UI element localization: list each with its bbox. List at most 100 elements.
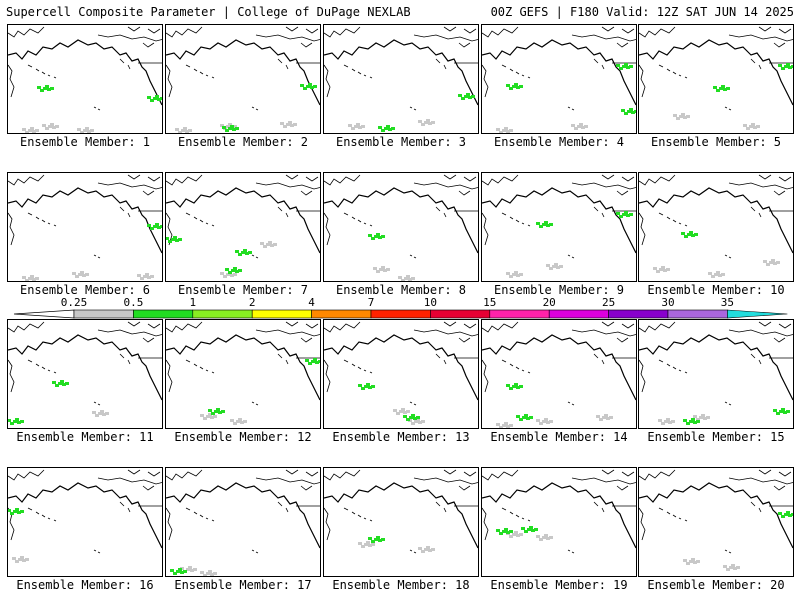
coastline-path (185, 64, 215, 79)
ensemble-map (166, 321, 320, 425)
coastline-path (119, 58, 131, 70)
coastline-path (166, 26, 203, 38)
scp-shading-green (616, 211, 633, 218)
coastline-path (277, 206, 289, 218)
coastline-path (639, 321, 676, 333)
coastline-path (166, 334, 320, 401)
scp-shading-gray (743, 123, 760, 130)
ensemble-map-panel (481, 467, 637, 577)
colorbar-tick-label: 20 (542, 296, 556, 309)
coastline-path (166, 359, 173, 393)
coastline-path (413, 477, 478, 485)
scp-shading-gray (546, 263, 563, 270)
coastline-path (93, 549, 101, 554)
coastline-path (601, 174, 635, 196)
colorbar-segment (251, 309, 312, 319)
ensemble-member-label: Ensemble Member: 8 (335, 283, 467, 297)
coastline-path (251, 401, 259, 406)
coastline-path (728, 34, 793, 42)
coastline-path (8, 334, 162, 401)
scp-shading-green (166, 236, 182, 243)
scp-shading-gray (658, 418, 675, 425)
scp-shading-gray (200, 570, 217, 576)
ensemble-map-panel (638, 467, 794, 577)
colorbar-segment (192, 309, 253, 319)
colorbar-tick-label: 0.25 (60, 296, 88, 309)
coastline-path (567, 106, 575, 111)
ensemble-member-label: Ensemble Member: 6 (19, 283, 151, 297)
ensemble-map-panel (481, 24, 637, 134)
scp-shading-gray (230, 418, 247, 425)
ensemble-map (639, 26, 793, 130)
scp-shading-green (521, 526, 538, 533)
coastline-path (501, 212, 531, 227)
scp-shading-gray (673, 113, 690, 120)
coastline-path (8, 39, 162, 106)
coastline-path (501, 507, 531, 522)
scp-shading-green (616, 63, 633, 70)
coastline-path (482, 26, 519, 38)
scp-shading-green (773, 408, 790, 415)
colorbar-tick-label: 10 (423, 296, 438, 309)
ensemble-map (324, 26, 478, 132)
scp-shading-green (536, 221, 553, 228)
coastline-path (324, 482, 478, 549)
coastline-path (185, 507, 215, 522)
scp-shading-gray (22, 275, 39, 281)
ensemble-map (482, 26, 636, 133)
scp-shading-green (300, 83, 317, 90)
coastline-path (324, 469, 361, 481)
scp-shading-gray (496, 127, 513, 133)
coastline-path (127, 174, 161, 196)
ensemble-map (482, 321, 636, 428)
coastline-path (435, 58, 447, 70)
ensemble-member-label: Ensemble Member: 11 (16, 430, 154, 444)
coastline-path (443, 321, 477, 343)
scp-shading-gray (693, 414, 710, 421)
ensemble-member-label: Ensemble Member: 5 (650, 135, 782, 149)
coastline-path (27, 507, 57, 522)
coastline-path (443, 174, 477, 196)
coastline-path (482, 469, 519, 481)
coastline-path (724, 106, 732, 111)
coastline-path (571, 477, 636, 485)
coastline-path (658, 359, 688, 374)
coastline-path (571, 182, 636, 190)
ensemble-map-panel (323, 319, 479, 429)
scp-shading-gray (506, 271, 523, 278)
coastline-path (501, 64, 531, 79)
coastline-path (724, 549, 732, 554)
coastline-path (8, 187, 162, 254)
coastline-path (501, 359, 531, 374)
coastline-path (728, 329, 793, 337)
coastline-path (724, 401, 732, 406)
coastline-path (185, 359, 215, 374)
colorbar-tick-label: 1 (189, 296, 197, 309)
coastline-path (482, 482, 636, 549)
scp-shading-gray (536, 418, 553, 425)
coastline-path (277, 353, 289, 365)
colorbar-tick-label: 2 (248, 296, 256, 309)
ensemble-map (324, 469, 478, 554)
coastline-path (758, 26, 792, 48)
coastline-path (639, 26, 676, 38)
scp-shading-green (222, 125, 239, 132)
ensemble-member-label: Ensemble Member: 16 (16, 578, 154, 592)
coastline-path (482, 334, 636, 401)
coastline-path (750, 501, 762, 513)
coastline-path (324, 26, 361, 38)
coastline-path (750, 206, 762, 218)
coastline-path (8, 321, 45, 333)
ensemble-member-label: Ensemble Member: 3 (335, 135, 467, 149)
coastline-path (119, 353, 131, 365)
coastline-path (166, 507, 173, 541)
ensemble-map (639, 174, 793, 278)
colorbar-segment (370, 309, 431, 319)
coastline-path (413, 34, 478, 42)
colorbar-tick-label: 35 (720, 296, 735, 309)
coastline-path (8, 482, 162, 549)
scp-shading-gray (398, 275, 415, 281)
scp-shading-green (516, 414, 533, 421)
coastline-path (750, 353, 762, 365)
coastline-path (166, 64, 173, 98)
